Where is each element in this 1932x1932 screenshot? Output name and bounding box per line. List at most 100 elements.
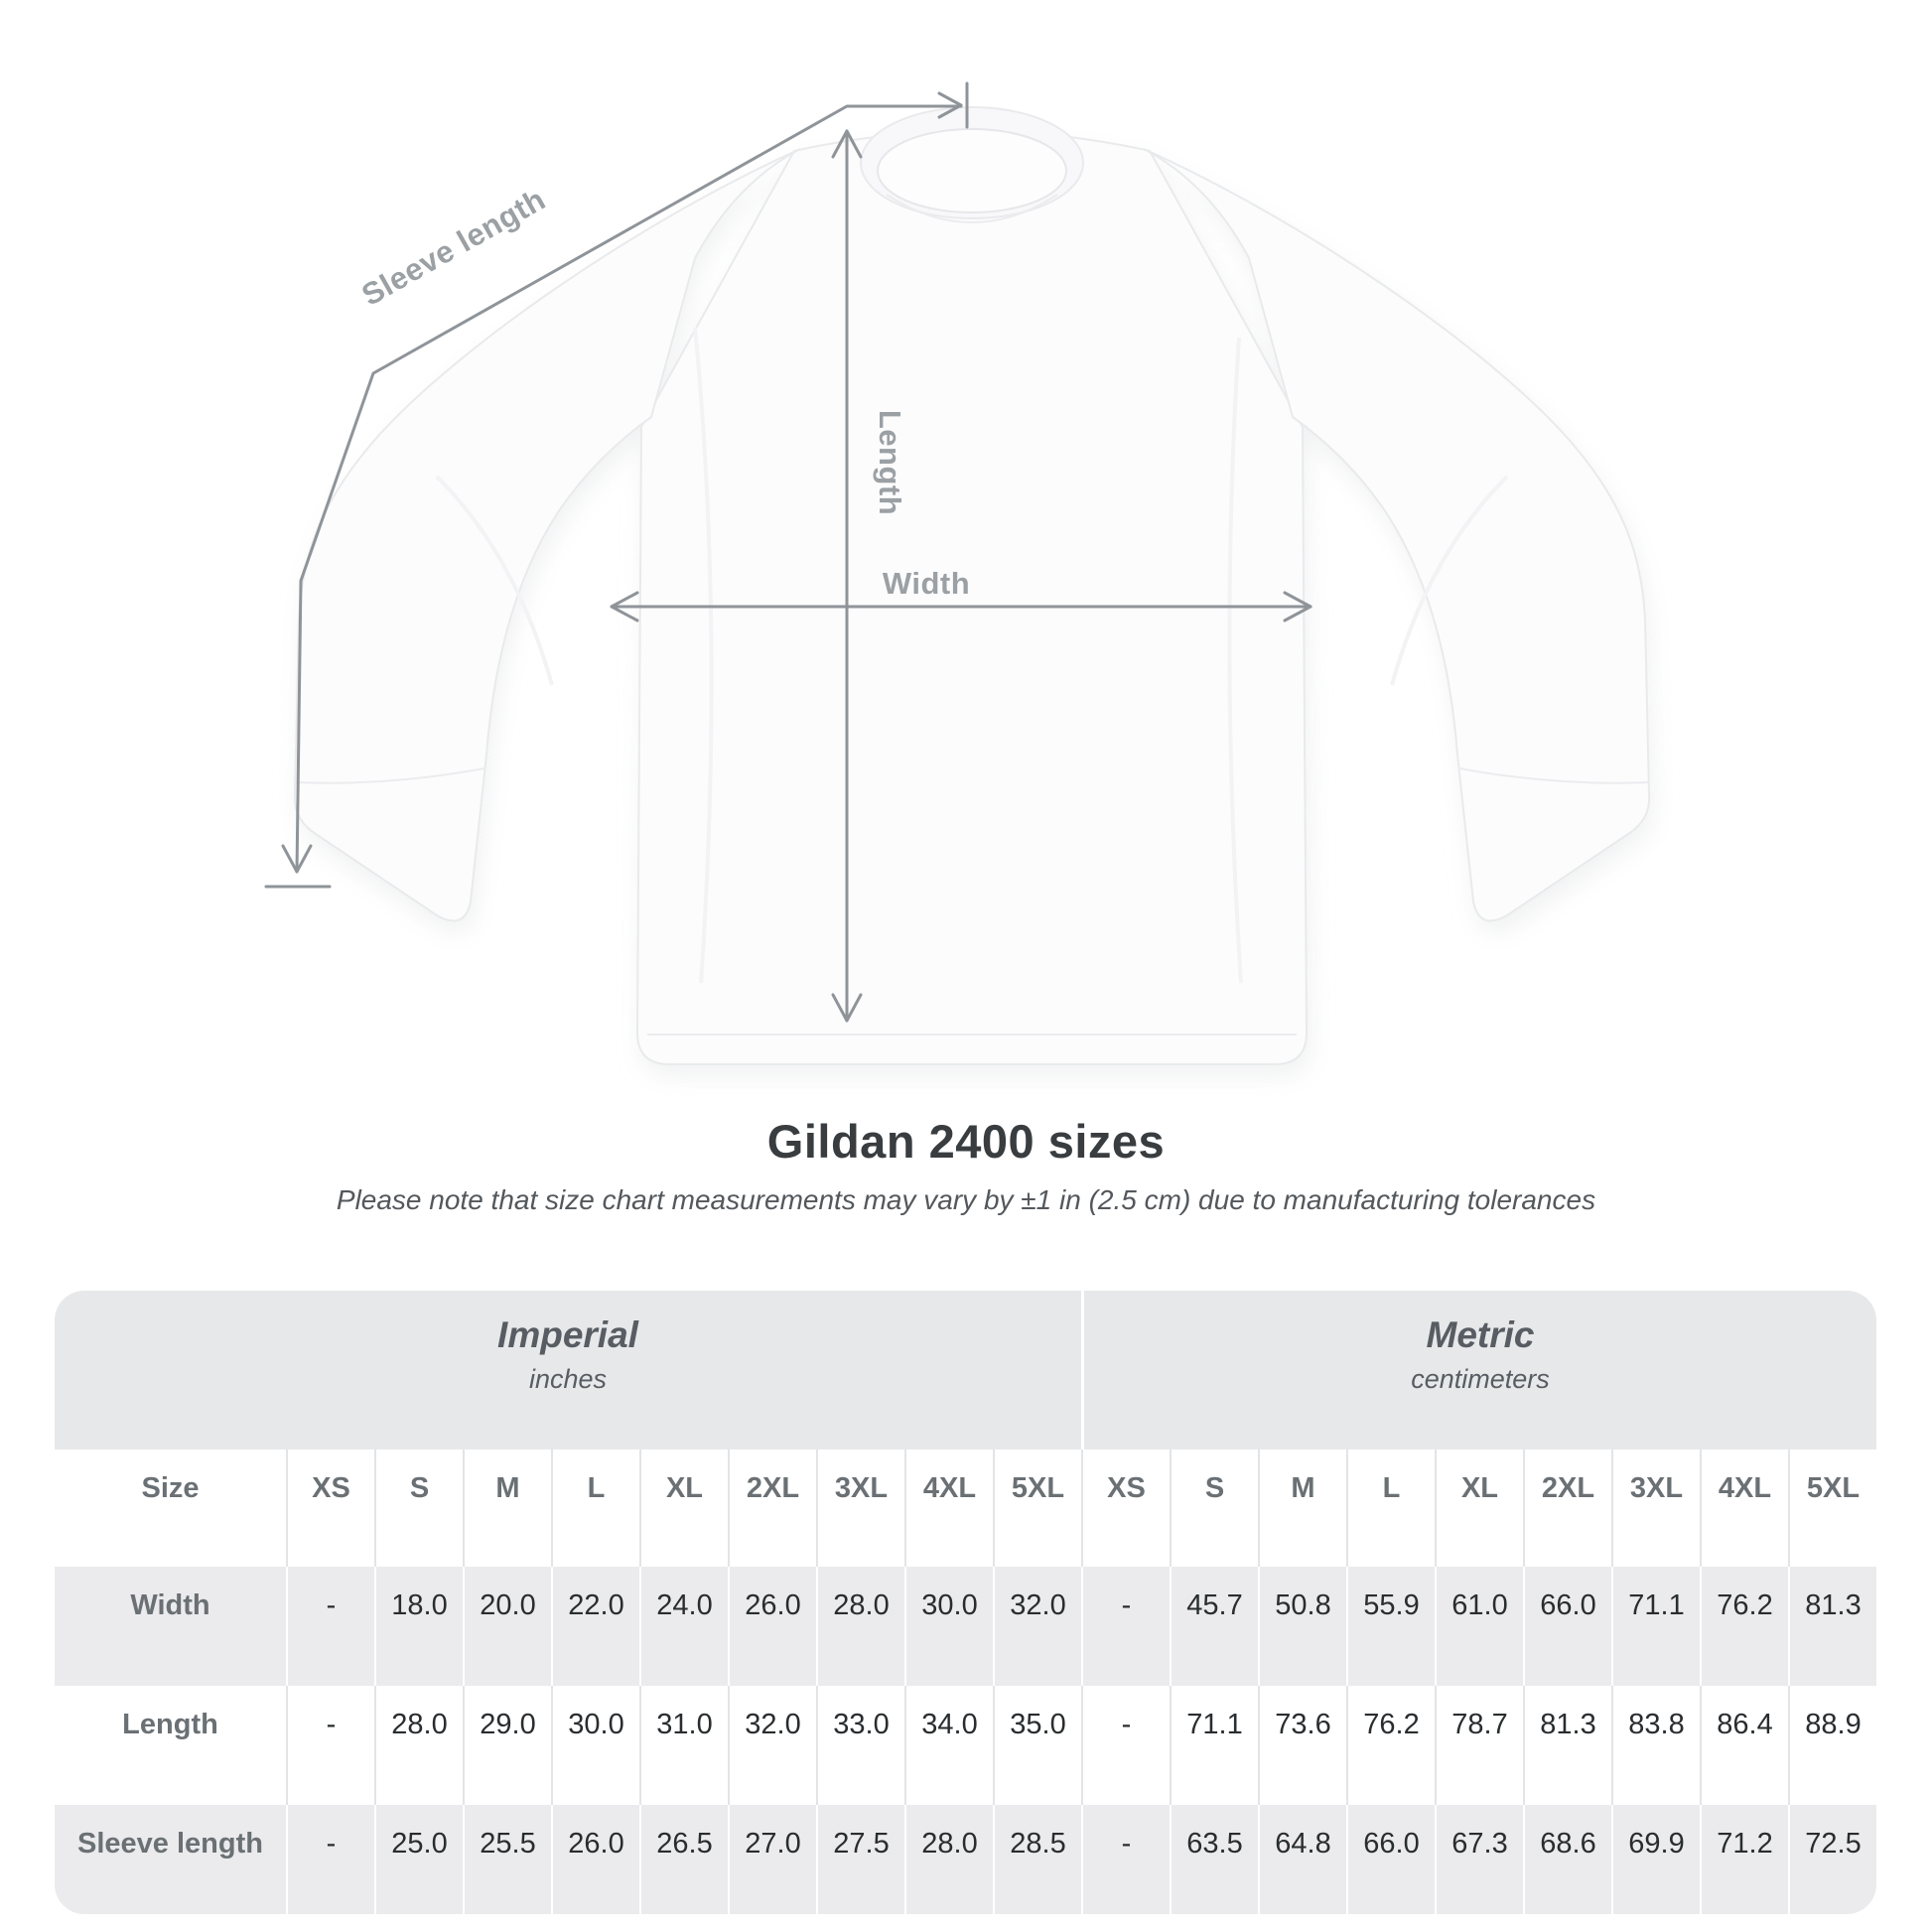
value-cell: 76.2: [1700, 1567, 1788, 1686]
value-cell: 72.5: [1788, 1805, 1876, 1914]
length-arrow-up: [831, 129, 863, 159]
fabric-crease: [1390, 475, 1509, 686]
unit-band: Imperial inches Metric centimeters: [55, 1291, 1876, 1449]
row-label: Sleeve length: [77, 1828, 263, 1860]
size-header-cell: 5XL: [1788, 1449, 1876, 1567]
length-measure-line: [831, 129, 863, 1023]
collar-seam: [886, 194, 1058, 223]
value-cell: 45.7: [1170, 1567, 1258, 1686]
fabric-crease: [1227, 337, 1243, 984]
value-cell: -: [1081, 1805, 1170, 1914]
size-header-cell: S: [374, 1449, 463, 1567]
value-cell: 35.0: [993, 1686, 1081, 1805]
size-header-cell: XL: [1435, 1449, 1523, 1567]
value-cell: 64.8: [1258, 1805, 1346, 1914]
width-arrow-right: [1283, 591, 1312, 622]
table-row: Sleeve length -25.0 25.5 26.0 26.5 27.0 27.5 28…: [55, 1805, 1876, 1914]
metric-group-header: Metric centimeters: [1081, 1291, 1876, 1449]
value-cell: 22.0: [551, 1567, 639, 1686]
size-header-cell: S: [1170, 1449, 1258, 1567]
fabric-crease: [693, 327, 714, 984]
value-cell: 26.0: [728, 1567, 816, 1686]
width-label: Width: [883, 566, 970, 601]
table-row: Length -28.0 29.0 30.0 31.0 32.0 33.0 34.0 35.0-…: [55, 1686, 1876, 1805]
size-header-cell: 4XL: [904, 1449, 993, 1567]
value-cell: 63.5: [1170, 1805, 1258, 1914]
value-cell: 66.0: [1346, 1805, 1435, 1914]
group-label: Metric: [1426, 1314, 1535, 1355]
sleeve-length-measure-line: [264, 81, 969, 889]
value-cell: 28.0: [374, 1686, 463, 1805]
value-cell: 26.0: [551, 1805, 639, 1914]
value-cell: 27.5: [816, 1805, 904, 1914]
page-title: Gildan 2400 sizes: [766, 1115, 1166, 1168]
size-header-cell: 3XL: [816, 1449, 904, 1567]
imperial-group-header: Imperial inches: [55, 1291, 1081, 1449]
size-header-row: Size XS S M L XL 2XL 3XL 4XL 5XL XS S M L XL 2XL 3XL 4XL 5…: [55, 1449, 1876, 1567]
value-cell: -: [1081, 1567, 1170, 1686]
value-cell: 20.0: [463, 1567, 551, 1686]
value-cell: -: [286, 1567, 374, 1686]
collar-opening: [877, 128, 1067, 213]
length-arrow-down: [831, 993, 863, 1023]
value-cell: 26.5: [639, 1805, 728, 1914]
shirt-diagram: Sleeve length Length Width: [264, 81, 1654, 1076]
table-row: Width -18.0 20.0 22.0 24.0 26.0 28.0 30.0 32.0-4…: [55, 1567, 1876, 1686]
value-cell: 78.7: [1435, 1686, 1523, 1805]
value-cell: 32.0: [993, 1567, 1081, 1686]
value-cell: -: [1081, 1686, 1170, 1805]
value-cell: 25.0: [374, 1805, 463, 1914]
size-header-cell: M: [1258, 1449, 1346, 1567]
value-cell: 73.6: [1258, 1686, 1346, 1805]
sleeve-length-label: Sleeve length: [355, 182, 551, 313]
left-cuff: [295, 767, 485, 784]
size-header-cell: L: [551, 1449, 639, 1567]
value-cell: 25.5: [463, 1805, 551, 1914]
left-sleeve: [293, 148, 801, 922]
value-cell: 34.0: [904, 1686, 993, 1805]
value-cell: 30.0: [551, 1686, 639, 1805]
value-cell: 28.0: [904, 1805, 993, 1914]
right-sleeve: [1143, 148, 1651, 922]
table-body: Width -18.0 20.0 22.0 24.0 26.0 28.0 30.0 32.0-4…: [55, 1567, 1876, 1914]
title-block: Gildan 2400 sizes Please note that size …: [0, 1114, 1932, 1216]
size-header-cell: 5XL: [993, 1449, 1081, 1567]
row-label: Width: [130, 1589, 210, 1621]
value-cell: 27.0: [728, 1805, 816, 1914]
value-cell: 66.0: [1523, 1567, 1611, 1686]
size-header-cell: XS: [1081, 1449, 1170, 1567]
torso: [635, 130, 1309, 1065]
size-header-cell: XS: [286, 1449, 374, 1567]
size-header-cell: 3XL: [1611, 1449, 1700, 1567]
value-cell: 50.8: [1258, 1567, 1346, 1686]
value-cell: -: [286, 1805, 374, 1914]
value-cell: 29.0: [463, 1686, 551, 1805]
value-cell: 67.3: [1435, 1805, 1523, 1914]
size-column-header: Size: [141, 1472, 200, 1504]
shirt-illustration: [293, 106, 1651, 1065]
value-cell: 32.0: [728, 1686, 816, 1805]
value-cell: 71.2: [1700, 1805, 1788, 1914]
value-cell: 86.4: [1700, 1686, 1788, 1805]
width-measure-line: [610, 591, 1312, 622]
value-cell: 33.0: [816, 1686, 904, 1805]
value-cell: 24.0: [639, 1567, 728, 1686]
value-cell: 28.5: [993, 1805, 1081, 1914]
value-cell: 71.1: [1611, 1567, 1700, 1686]
group-label: Imperial: [497, 1314, 638, 1355]
value-cell: 31.0: [639, 1686, 728, 1805]
value-cell: 71.1: [1170, 1686, 1258, 1805]
value-cell: 76.2: [1346, 1686, 1435, 1805]
value-cell: 69.9: [1611, 1805, 1700, 1914]
length-label: Length: [873, 410, 907, 515]
value-cell: 61.0: [1435, 1567, 1523, 1686]
size-table: Imperial inches Metric centimeters Size X…: [55, 1291, 1876, 1914]
value-cell: 88.9: [1788, 1686, 1876, 1805]
value-cell: 83.8: [1611, 1686, 1700, 1805]
value-cell: -: [286, 1686, 374, 1805]
value-cell: 68.6: [1523, 1805, 1611, 1914]
width-arrow-left: [610, 591, 639, 622]
group-unit: inches: [528, 1364, 608, 1394]
size-header-cell: 2XL: [728, 1449, 816, 1567]
page-subtitle: Please note that size chart measurements…: [336, 1184, 1596, 1215]
